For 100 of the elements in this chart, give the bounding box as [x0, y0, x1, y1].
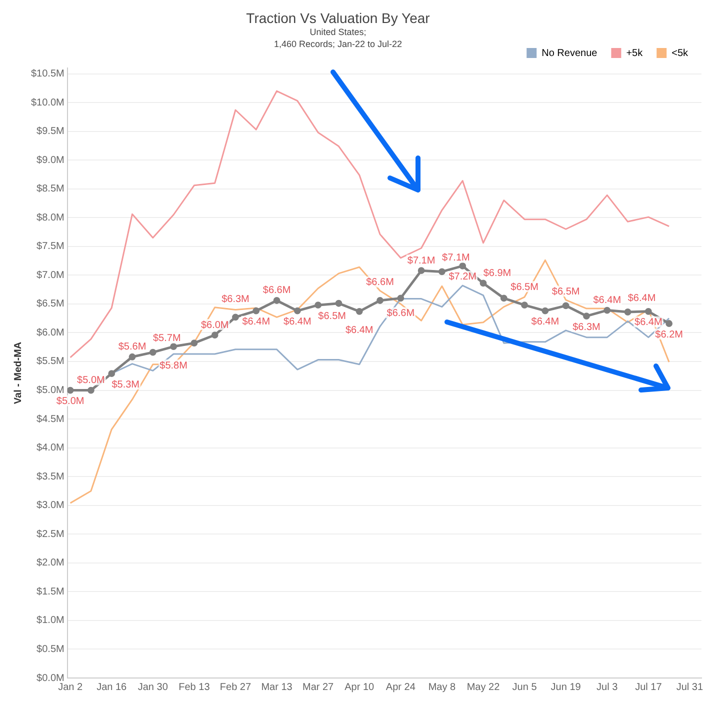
x-tick-label: Mar 13	[261, 682, 293, 693]
data-label: $6.0M	[200, 320, 229, 331]
x-tick-label: Jul 31	[676, 682, 704, 693]
data-label: $6.4M	[284, 316, 312, 328]
data-label: $6.5M	[552, 286, 580, 298]
y-tick-label: $4.0M	[36, 442, 64, 454]
x-tick-label: Apr 10	[344, 682, 375, 693]
x-tick-label: May 8	[428, 682, 456, 693]
point	[88, 386, 94, 394]
data-label: $6.4M	[628, 292, 656, 304]
y-tick-label: $9.5M	[36, 126, 64, 138]
data-label: $5.7M	[152, 333, 181, 344]
chart-title: Traction Vs Valuation By Year	[245, 10, 431, 26]
point	[232, 314, 239, 321]
data-label: $7.2M	[448, 272, 476, 283]
point	[480, 280, 487, 287]
point	[644, 308, 652, 315]
x-tick-label: Apr 24	[386, 682, 416, 693]
legend-label: +5k	[626, 48, 644, 59]
x-tick-label: Jan 2	[58, 682, 83, 693]
data-label: $6.4M	[593, 295, 622, 306]
x-tick-label: Jul 3	[596, 682, 618, 693]
x-tick-label: Jan 16	[96, 682, 128, 693]
data-label: $7.1M	[407, 255, 436, 266]
point	[459, 262, 466, 270]
y-tick-label: $2.5M	[36, 528, 64, 540]
x-tick-label: Feb 13	[178, 682, 210, 693]
data-label: $6.4M	[345, 325, 374, 336]
point	[273, 297, 280, 304]
y-tick-label: $5.0M	[36, 385, 64, 396]
legend-label: No Revenue	[542, 48, 598, 59]
data-label: $5.0M	[77, 375, 105, 386]
point	[418, 267, 425, 274]
x-tick-label: Jan 30	[138, 682, 168, 693]
data-label: $6.6M	[366, 277, 394, 288]
point	[376, 297, 384, 304]
y-tick-label: $2.0M	[36, 558, 64, 569]
x-tick-label: Jul 17	[635, 682, 662, 693]
point	[666, 320, 673, 327]
data-label: $6.2M	[655, 329, 683, 340]
x-tick-label: Feb 27	[220, 682, 252, 693]
point	[624, 308, 632, 316]
y-tick-label: $6.5M	[36, 298, 64, 310]
y-tick-label: $10.0M	[30, 97, 64, 108]
x-tick-label: Jun 5	[512, 682, 538, 693]
point	[67, 386, 74, 394]
y-tick-label: $1.5M	[36, 586, 64, 598]
data-label: $6.3M	[222, 294, 250, 305]
data-label: $6.3M	[572, 322, 600, 333]
data-label: $6.4M	[531, 316, 560, 328]
point	[190, 340, 198, 347]
data-label: $6.5M	[318, 310, 346, 322]
data-label: $6.4M	[242, 316, 270, 328]
data-label: $6.9M	[483, 268, 512, 279]
point	[604, 306, 611, 314]
y-tick-label: $1.0M	[36, 615, 64, 626]
y-tick-label: $0.0M	[36, 672, 64, 684]
data-label: $6.4M	[634, 317, 662, 328]
data-label: $5.0M	[56, 396, 84, 408]
legend-label: <5k	[672, 48, 689, 59]
x-tick-label: Mar 27	[302, 682, 334, 693]
point	[397, 294, 404, 302]
point	[149, 348, 156, 356]
data-label: $6.6M	[386, 308, 415, 319]
point	[335, 300, 342, 307]
point	[562, 302, 570, 310]
y-tick-label: $3.5M	[36, 471, 64, 482]
x-tick-label: May 22	[466, 682, 500, 693]
y-tick-label: $3.0M	[36, 500, 64, 512]
point	[211, 332, 218, 338]
point	[294, 307, 301, 314]
point	[521, 302, 528, 309]
y-tick-label: $8.0M	[36, 212, 64, 224]
y-tick-label: $6.0M	[36, 327, 64, 338]
point	[128, 353, 136, 360]
y-tick-label: $8.5M	[36, 184, 64, 195]
point	[108, 370, 116, 378]
point	[252, 307, 260, 314]
y-tick-label: $7.0M	[36, 270, 64, 281]
data-label: $5.6M	[118, 342, 146, 353]
point	[542, 307, 549, 314]
y-tick-label: $10.5M	[30, 68, 64, 80]
y-tick-label: $4.5M	[36, 414, 64, 425]
data-label: $5.3M	[112, 379, 140, 390]
point	[356, 308, 363, 315]
point	[583, 312, 590, 320]
y-tick-label: $5.5M	[36, 356, 64, 368]
data-label: $6.6M	[262, 285, 291, 296]
data-label: $6.5M	[510, 282, 538, 293]
point	[500, 294, 508, 302]
point	[438, 268, 446, 276]
point	[314, 302, 322, 309]
data-label: $7.1M	[442, 252, 470, 264]
y-tick-label: $0.5M	[36, 644, 64, 655]
point	[170, 343, 177, 350]
y-tick-label: $7.5M	[36, 241, 64, 252]
y-axis-title: Val - Med-MA	[12, 342, 24, 404]
y-tick-label: $9.0M	[36, 154, 64, 166]
x-tick-label: Jun 19	[550, 682, 582, 693]
chart-subtitle: United States; 1,460 Records; Jan-22 to Jul-22	[272, 26, 404, 50]
